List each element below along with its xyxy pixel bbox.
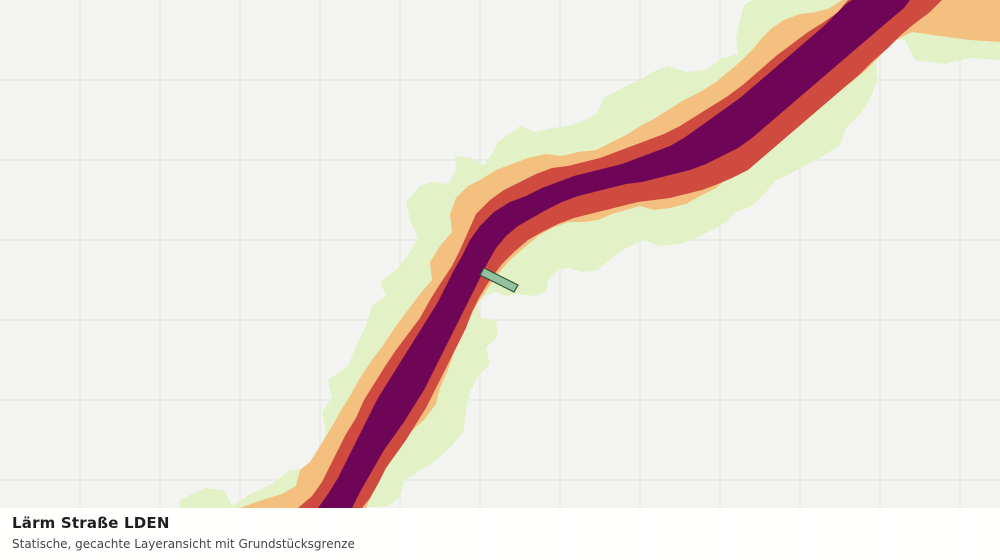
noise-zone-high	[298, 0, 942, 508]
layer-title: Lärm Straße LDEN	[12, 514, 170, 532]
parcel-polygon[interactable]	[479, 267, 519, 293]
noise-zone-very-high	[318, 0, 910, 508]
layer-subtitle: Statische, gecachte Layeransicht mit Gru…	[12, 537, 355, 551]
map-caption: Lärm Straße LDEN Statische, gecachte Lay…	[0, 508, 1000, 560]
parcel-boundary[interactable]	[479, 267, 519, 293]
